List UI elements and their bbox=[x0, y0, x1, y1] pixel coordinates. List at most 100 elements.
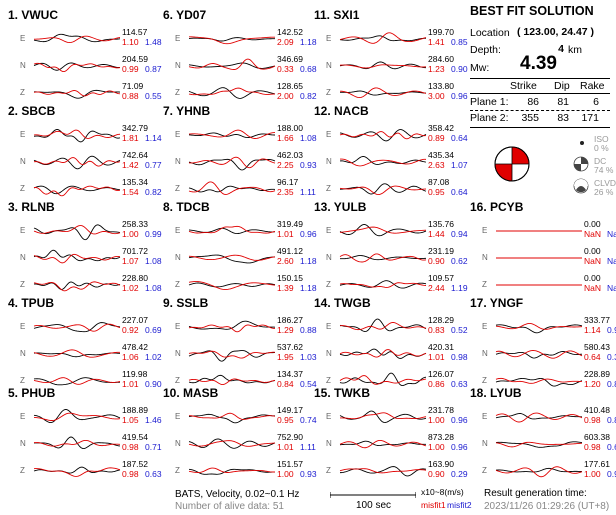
waveform-trace bbox=[33, 349, 121, 358]
station-panel: 17. YNGF E 333.771.14 0.97 N 580.430.64 0.31 Z 2… bbox=[470, 296, 616, 392]
amplitude-value: 227.07 bbox=[122, 315, 148, 325]
station-panel: 16. PCYBE0.00NaNNaNN0.00NaNNaNZ0.00NaNNa… bbox=[470, 200, 616, 296]
component-label: N bbox=[482, 439, 488, 448]
waveform-trace bbox=[188, 374, 276, 386]
result-time-label: Result generation time: bbox=[484, 488, 587, 499]
synthetic-waveform bbox=[339, 468, 427, 474]
amplitude-value: 187.52 bbox=[122, 459, 148, 469]
misfit1-value: 0.99 bbox=[122, 64, 139, 74]
amplitude-value: 419.54 bbox=[122, 432, 148, 442]
dc-icon bbox=[573, 156, 589, 172]
separator-line bbox=[470, 110, 610, 111]
misfit2-value: 0.87 bbox=[145, 64, 162, 74]
waveform-trace bbox=[33, 249, 121, 264]
synthetic-waveform bbox=[339, 322, 427, 331]
misfit1-value: 1.41 bbox=[428, 37, 445, 47]
synthetic-waveform bbox=[33, 35, 121, 44]
station-label: 14. TWGB bbox=[314, 296, 371, 310]
misfit1-value: 0.95 bbox=[277, 415, 294, 425]
component-label: Z bbox=[20, 88, 25, 97]
component-label: N bbox=[20, 157, 26, 166]
station-panel: 9. SSLB E 186.27 1.29 0.88 N 537.62 1.95 1.03 Z 13… bbox=[163, 296, 317, 392]
synthetic-waveform bbox=[339, 282, 427, 288]
misfit1-value: 2.35 bbox=[277, 187, 294, 197]
observed-waveform bbox=[339, 156, 427, 165]
location-value: ( 123.00, 24.47 ) bbox=[517, 26, 595, 38]
station-panel: 18. LYUBE410.480.980.83N603.380.980.67Z1… bbox=[470, 386, 616, 482]
waveform-trace bbox=[33, 281, 121, 292]
station-panel: 3. RLNB E 258.33 1.00 0.99 N 701.72 1.07 1.08 Z 22… bbox=[8, 200, 162, 296]
misfit1-value: 2.25 bbox=[277, 160, 294, 170]
waveform-trace bbox=[339, 466, 427, 477]
station-panel: 12. NACB E 358.42 0.89 0.64 N 435.34 2.63 1.07 Z 8… bbox=[314, 104, 468, 200]
observed-waveform bbox=[33, 33, 121, 43]
amplitude-value: 603.38 bbox=[584, 432, 610, 442]
component-label: N bbox=[20, 349, 26, 358]
misfit1-value: 1.39 bbox=[277, 283, 294, 293]
observed-waveform bbox=[339, 255, 427, 261]
amplitude-value: 231.19 bbox=[428, 246, 454, 256]
observed-waveform bbox=[188, 282, 276, 288]
observed-waveform bbox=[33, 224, 121, 241]
misfit2-value: 0.83 bbox=[607, 415, 616, 425]
misfit2-value: 1.11 bbox=[300, 187, 316, 197]
station-label: 1. VWUC bbox=[8, 8, 59, 22]
observed-waveform bbox=[33, 409, 121, 423]
waveform-trace bbox=[188, 320, 276, 333]
plane-1-rake: 6 bbox=[593, 96, 599, 108]
misfit2-value: 0.63 bbox=[451, 379, 468, 389]
component-label: E bbox=[20, 322, 26, 331]
synthetic-waveform bbox=[188, 129, 276, 139]
amplitude-value: 135.34 bbox=[122, 177, 148, 187]
amplitude-value: 135.76 bbox=[428, 219, 454, 229]
misfit2-value: NaN bbox=[607, 283, 616, 293]
amplitude-value: 420.31 bbox=[428, 342, 454, 352]
synthetic-waveform bbox=[495, 377, 583, 384]
misfit1-value: 0.83 bbox=[428, 325, 445, 335]
separator-line bbox=[470, 127, 610, 128]
observed-waveform bbox=[495, 377, 583, 387]
synthetic-waveform bbox=[339, 439, 427, 449]
synthetic-waveform bbox=[188, 225, 276, 234]
misfit1-value: 3.00 bbox=[428, 91, 445, 101]
misfit1-value: 1.54 bbox=[122, 187, 139, 197]
waveform-trace bbox=[496, 257, 582, 259]
synthetic-waveform bbox=[33, 377, 121, 385]
dc-percent: 74 % bbox=[594, 165, 614, 175]
component-label: N bbox=[175, 349, 181, 358]
synthetic-waveform bbox=[188, 58, 276, 70]
synthetic-waveform bbox=[33, 467, 121, 477]
waveform-trace bbox=[495, 466, 583, 478]
synthetic-waveform bbox=[33, 412, 121, 421]
misfit2-value: 0.69 bbox=[145, 325, 162, 335]
misfit1-value: 1.02 bbox=[122, 283, 139, 293]
amplitude-value: 109.57 bbox=[428, 273, 454, 283]
amplitude-value: 284.60 bbox=[428, 54, 454, 64]
component-label: N bbox=[482, 349, 488, 358]
waveform-trace bbox=[495, 323, 583, 334]
clvd-icon bbox=[573, 178, 589, 194]
plane-1-dip: 81 bbox=[557, 96, 569, 108]
amplitude-value: 204.59 bbox=[122, 54, 148, 64]
waveform-trace bbox=[339, 32, 427, 44]
observed-waveform bbox=[339, 280, 427, 289]
amplitude-value: 188.00 bbox=[277, 123, 303, 133]
waveform-trace bbox=[33, 62, 121, 73]
misfit1-value: 1.01 bbox=[277, 229, 294, 239]
observed-waveform bbox=[339, 90, 427, 96]
component-label: N bbox=[482, 253, 488, 262]
misfit2-value: 0.96 bbox=[300, 229, 317, 239]
waveform-trace bbox=[339, 318, 427, 332]
waveform-trace bbox=[33, 377, 121, 386]
misfit1-value: 1.01 bbox=[428, 352, 445, 362]
misfit2-value: 0.52 bbox=[451, 325, 468, 335]
component-label: E bbox=[482, 412, 488, 421]
waveform-trace bbox=[188, 36, 276, 45]
amplitude-value: 258.33 bbox=[122, 219, 148, 229]
observed-waveform bbox=[188, 185, 276, 193]
amplitude-value: 231.78 bbox=[428, 405, 454, 415]
clvd-label: CLVD bbox=[594, 178, 616, 188]
misfit2-value: 0.94 bbox=[607, 469, 616, 479]
synthetic-waveform bbox=[495, 412, 583, 423]
